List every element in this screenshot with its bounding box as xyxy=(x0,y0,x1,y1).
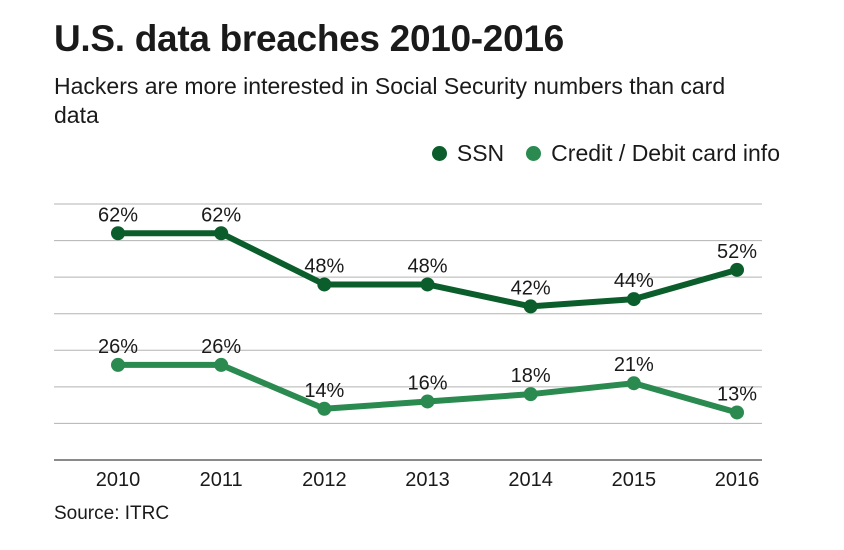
data-point xyxy=(626,376,641,391)
data-label: 13% xyxy=(717,383,757,405)
legend-item-card: Credit / Debit card info xyxy=(526,140,780,167)
x-tick-label: 2015 xyxy=(612,469,657,491)
data-point xyxy=(523,387,538,402)
data-label: 44% xyxy=(614,270,654,292)
x-tick-label: 2016 xyxy=(715,469,760,491)
chart-subtitle: Hackers are more interested in Social Se… xyxy=(54,73,726,128)
data-label: 26% xyxy=(201,336,241,358)
data-point xyxy=(420,277,435,292)
data-point xyxy=(214,226,229,241)
legend-item-ssn: SSN xyxy=(431,140,505,167)
chart-title: U.S. data breaches 2010-2016 xyxy=(54,18,564,59)
data-point xyxy=(317,277,332,292)
data-point xyxy=(730,405,744,420)
data-point xyxy=(317,401,332,416)
legend-swatch-ssn xyxy=(431,146,447,161)
data-label: 62% xyxy=(98,204,138,226)
data-label: 21% xyxy=(614,354,654,376)
data-label: 48% xyxy=(304,255,344,277)
x-tick-label: 2011 xyxy=(200,469,243,491)
data-label: 52% xyxy=(717,241,757,263)
data-label: 48% xyxy=(407,255,447,277)
data-label: 16% xyxy=(407,372,447,394)
legend-label-ssn: SSN xyxy=(456,140,505,166)
x-tick-label: 2013 xyxy=(405,469,450,491)
data-point xyxy=(111,357,125,372)
data-point xyxy=(523,299,538,314)
x-tick-label: 2010 xyxy=(96,469,141,491)
data-label: 62% xyxy=(201,204,241,226)
data-label: 18% xyxy=(511,365,551,387)
data-point xyxy=(214,357,229,372)
legend-swatch-card xyxy=(526,146,542,161)
data-label: 26% xyxy=(98,336,138,358)
x-tick-label: 2012 xyxy=(302,469,347,491)
data-point xyxy=(730,262,744,277)
data-point xyxy=(626,292,641,307)
data-point xyxy=(420,394,435,409)
legend: SSN Credit / Debit card info xyxy=(410,140,780,167)
data-label: 14% xyxy=(304,380,344,402)
data-point xyxy=(111,226,125,241)
source-note: Source: ITRC xyxy=(54,503,170,524)
legend-label-card: Credit / Debit card info xyxy=(551,140,780,166)
data-label: 42% xyxy=(511,277,551,299)
x-tick-label: 2014 xyxy=(508,469,553,491)
